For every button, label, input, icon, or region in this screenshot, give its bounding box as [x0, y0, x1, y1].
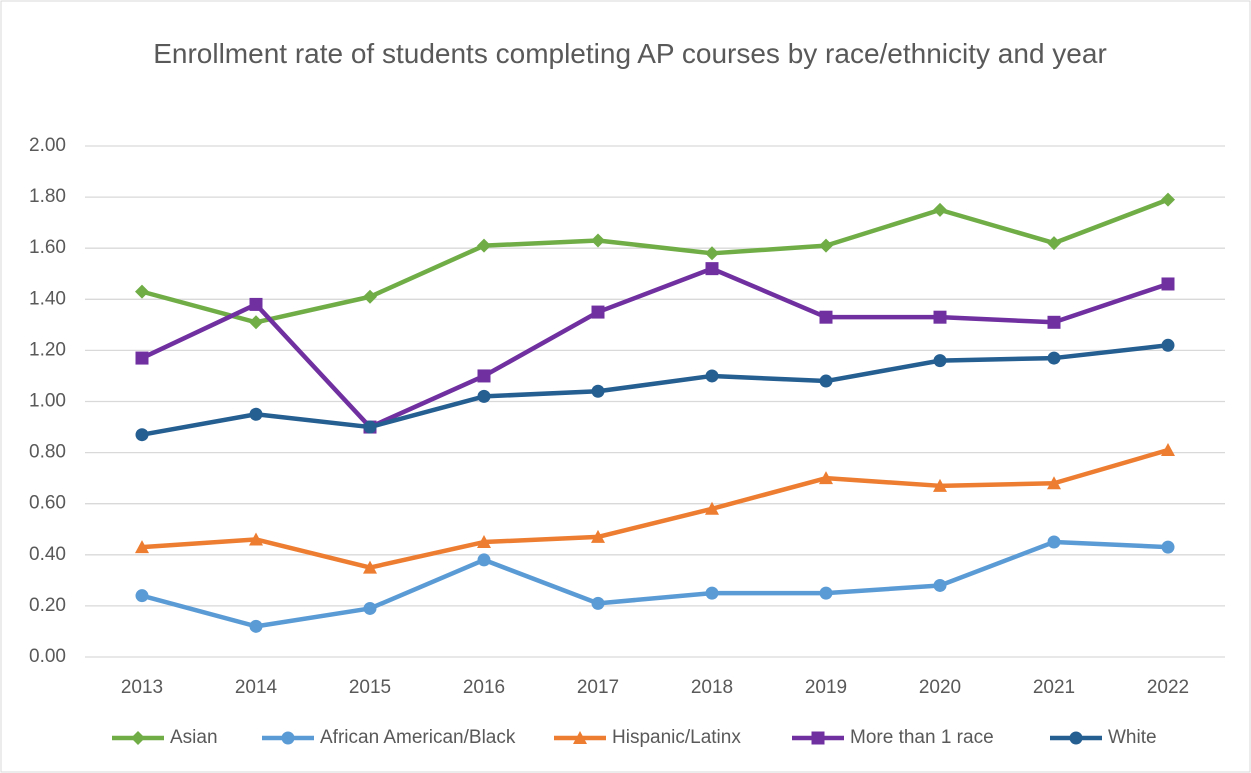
x-tick-label: 2015 [349, 677, 391, 698]
marker [819, 238, 833, 253]
marker [819, 471, 833, 485]
marker [933, 478, 947, 492]
series [135, 338, 1175, 442]
marker [1161, 192, 1175, 207]
marker [1047, 535, 1061, 549]
marker [591, 384, 605, 398]
y-tick-label: 0.20 [29, 595, 66, 616]
marker [933, 202, 947, 217]
marker [249, 297, 263, 311]
marker [1047, 315, 1061, 329]
marker [477, 553, 491, 567]
marker [591, 305, 605, 319]
legend-item: Hispanic/Latinx [554, 727, 741, 748]
series [135, 192, 1175, 330]
series-line [141, 266, 1169, 430]
legend-label: Hispanic/Latinx [612, 727, 741, 748]
x-tick-label: 2020 [919, 677, 961, 698]
marker [1161, 540, 1175, 554]
legend-item: White [1050, 727, 1157, 748]
marker [135, 428, 149, 442]
marker [131, 731, 145, 745]
series-line [141, 343, 1169, 437]
series [135, 443, 1175, 574]
x-tick-label: 2021 [1033, 677, 1075, 698]
marker [705, 262, 719, 276]
legend-label: African American/Black [320, 727, 516, 748]
marker [1161, 277, 1175, 291]
marker [819, 374, 833, 388]
marker [281, 731, 295, 745]
x-tick-label: 2014 [235, 677, 278, 698]
marker [249, 619, 263, 633]
series-line [141, 197, 1169, 325]
legend-label: More than 1 race [850, 727, 994, 748]
marker [933, 310, 947, 324]
series [135, 262, 1175, 434]
y-tick-label: 0.80 [29, 442, 66, 463]
marker [573, 731, 587, 744]
x-tick-label: 2017 [577, 677, 619, 698]
marker [249, 407, 263, 421]
marker [1161, 443, 1175, 457]
marker [819, 310, 833, 324]
y-tick-label: 0.40 [29, 544, 66, 565]
marker [1161, 338, 1175, 352]
marker [477, 369, 491, 383]
marker [363, 289, 377, 304]
marker [705, 501, 719, 515]
marker [705, 246, 719, 261]
marker [363, 601, 377, 615]
y-tick-label: 2.00 [29, 135, 66, 156]
marker [363, 560, 377, 574]
y-tick-label: 1.00 [29, 391, 66, 412]
legend-label: Asian [170, 727, 218, 748]
y-tick-label: 1.40 [29, 288, 66, 309]
legend-label: White [1108, 727, 1157, 748]
series-line [141, 447, 1169, 570]
chart-title: Enrollment rate of students completing A… [153, 38, 1107, 69]
y-tick-label: 0.60 [29, 493, 66, 514]
legend-item: More than 1 race [792, 727, 994, 748]
marker [705, 369, 719, 383]
marker [591, 596, 605, 610]
marker [135, 589, 149, 603]
x-tick-label: 2022 [1147, 677, 1189, 698]
marker [591, 529, 605, 543]
y-tick-label: 1.80 [29, 186, 66, 207]
y-tick-label: 0.00 [29, 646, 66, 667]
marker [249, 315, 263, 330]
marker [1069, 731, 1083, 745]
marker [705, 586, 719, 600]
marker [477, 535, 491, 549]
x-tick-label: 2018 [691, 677, 733, 698]
marker [135, 284, 149, 299]
x-tick-label: 2013 [121, 677, 163, 698]
marker [591, 233, 605, 248]
series [135, 535, 1175, 633]
y-tick-label: 1.60 [29, 237, 66, 258]
marker [811, 731, 825, 745]
marker [249, 532, 263, 546]
marker [933, 578, 947, 592]
x-tick-label: 2019 [805, 677, 847, 698]
marker [1047, 351, 1061, 365]
marker [477, 389, 491, 403]
marker [477, 238, 491, 253]
series-line [141, 539, 1169, 629]
y-tick-label: 1.20 [29, 339, 66, 360]
x-tick-label: 2016 [463, 677, 505, 698]
marker [1047, 476, 1061, 490]
marker [933, 354, 947, 368]
legend-item: African American/Black [262, 727, 516, 748]
marker [819, 586, 833, 600]
marker [135, 540, 149, 554]
legend-item: Asian [112, 727, 218, 748]
marker [135, 351, 149, 365]
marker [363, 420, 377, 434]
marker [1047, 236, 1061, 251]
